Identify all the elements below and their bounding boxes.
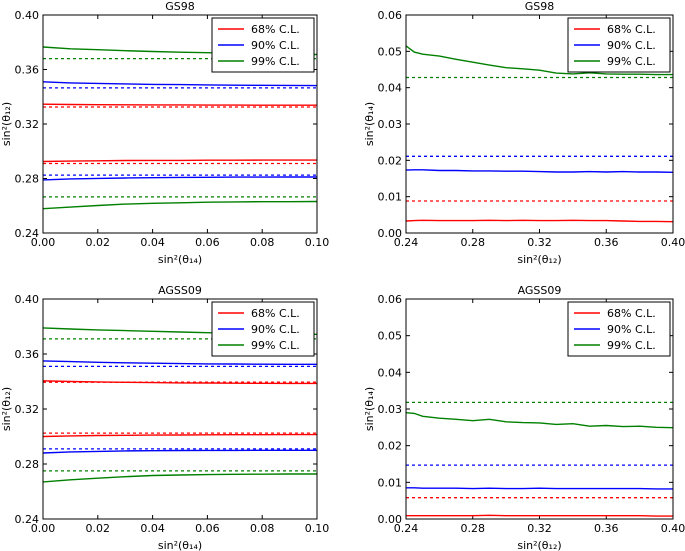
series-line-green [43,200,317,210]
x-tick-label: 0.10 [305,522,330,535]
legend-label: 99% C.L. [607,55,656,68]
plot-frame [42,298,318,520]
series-line-blue [406,169,673,173]
x-axis-label: sin²(θ₁₂) [517,539,561,551]
legend: 68% C.L. 90% C.L. 99% C.L. [567,301,671,357]
series-line-red [43,159,317,163]
y-tick-label: 0.02 [378,154,403,167]
y-tick-label: 0.06 [378,9,403,22]
x-tick-label: 0.36 [594,236,619,249]
y-tick-label: 0.01 [378,191,403,204]
y-tick-label: 0.28 [15,173,40,186]
y-tick-label: 0.28 [15,458,40,471]
chart-title: GS98 [165,0,195,13]
legend-label: 90% C.L. [607,39,656,52]
x-tick-label: 0.06 [195,522,220,535]
y-axis-label: sin²(θ₁₂) [0,387,13,431]
x-tick-label: 0.02 [86,236,111,249]
x-axis-label: sin²(θ₁₄) [158,253,202,266]
legend: 68% C.L. 90% C.L. 99% C.L. [567,17,671,73]
series-line-red [406,514,673,517]
x-tick-label: 0.02 [86,522,111,535]
x-tick-label: 0.40 [661,522,685,535]
x-tick-label: 0.24 [394,522,419,535]
legend-label: 99% C.L. [607,339,656,352]
y-tick-label: 0.04 [378,366,403,379]
y-axis-label: sin²(θ₁₂) [0,102,13,146]
legend-label: 68% C.L. [251,307,300,320]
legend-label: 90% C.L. [251,39,300,52]
chart-title: AGSS09 [518,284,562,297]
chart-title: AGSS09 [158,284,202,297]
y-tick-label: 0.05 [378,45,403,58]
y-tick-label: 0.01 [378,476,403,489]
x-tick-label: 0.06 [195,236,220,249]
legend-label: 68% C.L. [607,23,656,36]
y-tick-label: 0.04 [378,82,403,95]
y-tick-label: 0.03 [378,403,403,416]
series-line-blue [43,176,317,181]
x-tick-label: 0.08 [250,236,275,249]
y-tick-label: 0.32 [15,118,40,131]
series-line-red [43,433,317,438]
y-tick-label: 0.24 [15,227,40,240]
y-axis-label: sin²(θ₁₄) [363,102,376,146]
y-tick-label: 0.03 [378,118,403,131]
legend-label: 68% C.L. [607,307,656,320]
x-tick-label: 0.40 [661,236,685,249]
x-tick-label: 0.08 [250,522,275,535]
x-tick-label: 0.36 [594,522,619,535]
legend: 68% C.L. 90% C.L. 99% C.L. [211,301,315,357]
legend-label: 90% C.L. [607,323,656,336]
series-line-green [406,45,673,76]
legend: 68% C.L. 90% C.L. 99% C.L. [211,17,315,73]
series-line-red [43,103,317,106]
x-axis-label: sin²(θ₁₄) [158,539,202,551]
x-tick-label: 0.00 [31,236,56,249]
legend-label: 90% C.L. [251,323,300,336]
y-tick-label: 0.00 [378,227,403,240]
y-tick-label: 0.36 [15,64,40,77]
x-tick-label: 0.28 [461,522,486,535]
series-line-blue [43,81,317,87]
legend-label: 99% C.L. [251,339,300,352]
y-tick-label: 0.40 [15,293,40,306]
plot-frame [405,298,674,520]
y-tick-label: 0.00 [378,513,403,526]
y-tick-label: 0.02 [378,440,403,453]
series-line-red [406,219,673,223]
x-tick-label: 0.24 [394,236,419,249]
y-tick-label: 0.40 [15,9,40,22]
series-line-blue [406,487,673,490]
legend-label: 99% C.L. [251,55,300,68]
series-line-green [43,473,317,483]
y-tick-label: 0.36 [15,348,40,361]
chart-title: GS98 [525,0,555,13]
y-tick-label: 0.06 [378,293,403,306]
chart-panel-1: GS98 0.00 0.02 0.04 0.06 0.08 0.10 0.24 0.28 0.32… [0,0,329,266]
x-tick-label: 0.00 [31,522,56,535]
x-tick-label: 0.28 [461,236,486,249]
series-line-red [43,380,317,385]
x-tick-label: 0.04 [140,522,165,535]
x-tick-label: 0.10 [305,236,330,249]
chart-panel-4: AGSS09 0.24 0.28 0.32 0.36 0.40 0.00 0.01 0.02 0.… [363,284,685,551]
x-tick-label: 0.04 [140,236,165,249]
plot-frame [42,14,318,234]
x-tick-label: 0.32 [527,236,552,249]
y-tick-label: 0.24 [15,513,40,526]
series-line-green [406,412,673,429]
series-line-blue [43,360,317,365]
legend-label: 68% C.L. [251,23,300,36]
plot-frame [405,14,674,234]
series-line-blue [43,449,317,454]
y-tick-label: 0.05 [378,330,403,343]
chart-panel-2: GS98 0.24 0.28 0.32 0.36 0.40 0.00 0.01 0.02 0.03… [363,0,685,266]
x-tick-label: 0.32 [527,522,552,535]
y-axis-label: sin²(θ₁₄) [363,387,376,431]
x-axis-label: sin²(θ₁₂) [517,253,561,266]
y-tick-label: 0.32 [15,403,40,416]
chart-panel-3: AGSS09 0.00 0.02 0.04 0.06 0.08 0.10 0.24 0.28 0.… [0,284,329,551]
